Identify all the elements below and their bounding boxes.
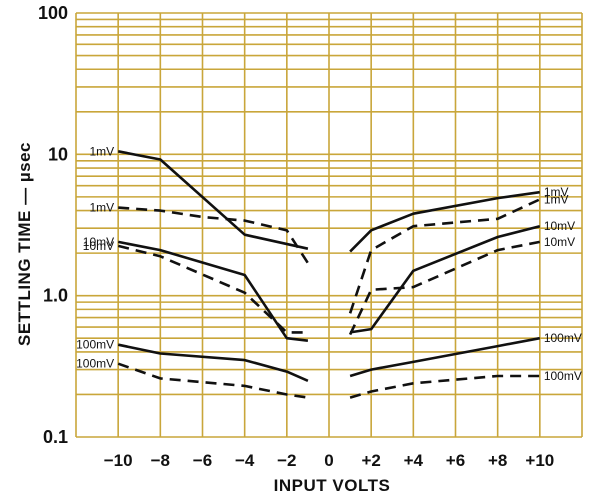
series-label-left: 10mV xyxy=(83,235,114,249)
series-label-left: 1mV xyxy=(89,201,114,215)
y-tick-label: 0.1 xyxy=(43,427,68,447)
series-line-right-dashed xyxy=(349,374,540,399)
x-tick-label: +2 xyxy=(361,451,380,470)
series-label-left: 100mV xyxy=(76,338,114,352)
series-line-right-dashed xyxy=(348,240,541,336)
y-axis-title: SETTLING TIME — µsec xyxy=(15,142,34,346)
x-tick-label: 0 xyxy=(324,451,333,470)
y-tick-label: 1.0 xyxy=(43,286,68,306)
y-tick-label: 10 xyxy=(48,144,68,164)
series-label-left: 1mV xyxy=(89,144,114,158)
x-axis-title: INPUT VOLTS xyxy=(274,476,391,495)
x-tick-label: −4 xyxy=(235,451,255,470)
series-label-right: 100mV xyxy=(544,369,582,383)
x-tick-label: +4 xyxy=(404,451,424,470)
series-line-left-solid xyxy=(117,343,309,382)
series-line-left-dashed xyxy=(117,362,309,399)
series-line-right-solid xyxy=(349,224,541,334)
series-label-right: 100mV xyxy=(544,331,582,345)
series-lines xyxy=(117,150,541,399)
series-line-left-dashed xyxy=(117,244,308,334)
series-line-right-solid xyxy=(349,190,540,253)
series-label-right: 1mV xyxy=(544,192,569,206)
series-line-right-solid xyxy=(349,336,541,378)
series-label-left: 100mV xyxy=(76,357,114,371)
x-tick-label: −8 xyxy=(151,451,170,470)
series-label-right: 1mV xyxy=(544,185,569,199)
series-line-left-dashed xyxy=(118,206,309,264)
x-tick-label: −10 xyxy=(104,451,133,470)
y-tick-labels: 0.1 1.0 10 100 xyxy=(38,3,68,447)
series-line-right-dashed xyxy=(348,198,541,314)
x-tick-label: −2 xyxy=(277,451,296,470)
x-tick-label: +6 xyxy=(446,451,465,470)
chart-grid xyxy=(75,12,583,438)
series-line-left-solid xyxy=(117,150,309,250)
x-tick-label: +10 xyxy=(525,451,554,470)
series-label-right: 10mV xyxy=(544,219,575,233)
x-tick-label: −6 xyxy=(193,451,212,470)
x-tick-label: +8 xyxy=(488,451,507,470)
series-label-left: 10mV xyxy=(83,239,114,253)
series-line-left-solid xyxy=(117,240,309,342)
y-tick-label: 100 xyxy=(38,3,68,23)
series-label-right: 10mV xyxy=(544,235,575,249)
x-tick-labels: −10 −8 −6 −4 −2 0 +2 +4 +6 +8 +10 xyxy=(104,451,555,470)
